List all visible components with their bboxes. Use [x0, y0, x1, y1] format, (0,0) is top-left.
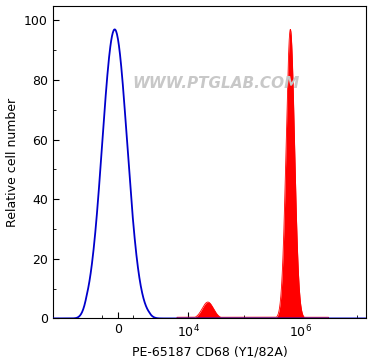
X-axis label: PE-65187 CD68 (Y1/82A): PE-65187 CD68 (Y1/82A) [132, 345, 288, 359]
Y-axis label: Relative cell number: Relative cell number [6, 98, 19, 226]
Text: WWW.PTGLAB.COM: WWW.PTGLAB.COM [132, 76, 299, 91]
